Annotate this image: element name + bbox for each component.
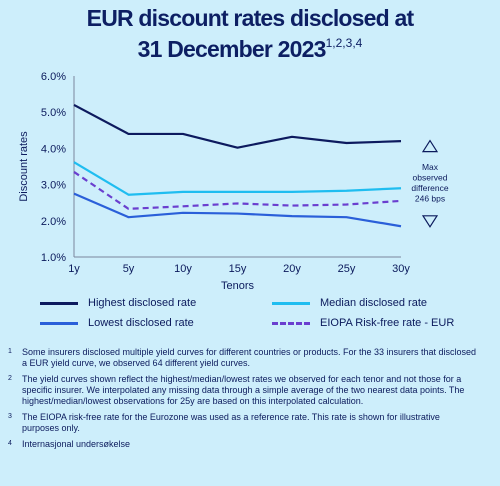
y-tick-label: 2.0% <box>41 216 66 228</box>
line-chart: 1.0% 2.0% 3.0% 4.0% 5.0% 6.0% 1y 5y 10y 15y 20y 25y… <box>18 71 449 292</box>
title-date: 31 December 2023 <box>137 36 327 62</box>
y-axis-label: Discount rates <box>18 131 30 202</box>
footnote-1: 1 Some insurers disclosed multiple yield … <box>8 347 477 368</box>
footnote-2: 2 The yield curves shown reflect the high… <box>8 374 465 406</box>
x-tick-label: 5y <box>123 263 135 275</box>
x-tick-label: 30y <box>392 263 410 275</box>
y-tick-label: 5.0% <box>41 107 66 119</box>
legend-swatch <box>40 301 78 305</box>
series-line-3 <box>73 192 402 228</box>
y-tick-label: 4.0% <box>41 143 66 155</box>
legend-item: Median disclosed rate <box>272 297 427 309</box>
title-superscript: 1,2,3,4 <box>325 36 363 50</box>
footnote-4: 4 Internasjonal undersøkelse <box>8 439 131 449</box>
legend-swatch <box>40 321 78 325</box>
x-tick-label: 1y <box>68 263 80 275</box>
x-tick-label: 15y <box>229 263 247 275</box>
up-triangle-icon <box>421 139 439 153</box>
chart-title: EUR discount rates disclosed at 31 Decem… <box>0 6 500 62</box>
annotation-text: difference <box>411 183 448 193</box>
down-triangle-icon <box>421 215 439 228</box>
chart-legend: Highest disclosed rate Median disclosed r… <box>40 297 480 337</box>
annotation-text: 246 bps <box>415 194 445 204</box>
legend-item: EIOPA Risk-free rate - EUR <box>272 317 454 329</box>
legend-swatch <box>272 321 310 325</box>
footnotes: 1 Some insurers disclosed multiple yield … <box>8 347 478 455</box>
annotation-text: observed <box>413 173 448 183</box>
legend-item: Highest disclosed rate <box>40 297 196 309</box>
series-line-4 <box>73 171 402 210</box>
y-tick-label: 1.0% <box>41 252 66 264</box>
x-tick-label: 20y <box>283 263 301 275</box>
legend-label: EIOPA Risk-free rate - EUR <box>320 317 455 329</box>
title-line-2: 31 December 20231,2,3,4 <box>0 31 500 62</box>
x-tick-label: 10y <box>174 263 192 275</box>
legend-label: Median disclosed rate <box>320 297 428 309</box>
title-line-1: EUR discount rates disclosed at <box>86 5 414 31</box>
x-tick-label: 25y <box>338 263 356 275</box>
legend-item: Lowest disclosed rate <box>40 317 194 329</box>
series-line-2 <box>73 161 402 196</box>
y-tick-label: 3.0% <box>41 180 66 192</box>
footnote-3: 3 The EIOPA risk-free rate for the Eurozo… <box>8 412 440 433</box>
y-tick-label: 6.0% <box>41 71 66 83</box>
series-line-1 <box>73 103 402 149</box>
legend-label: Highest disclosed rate <box>88 297 197 309</box>
legend-label: Lowest disclosed rate <box>88 317 194 329</box>
annotation-text: Max <box>422 162 439 172</box>
legend-swatch <box>272 301 310 305</box>
x-axis-label: Tenors <box>221 280 255 292</box>
